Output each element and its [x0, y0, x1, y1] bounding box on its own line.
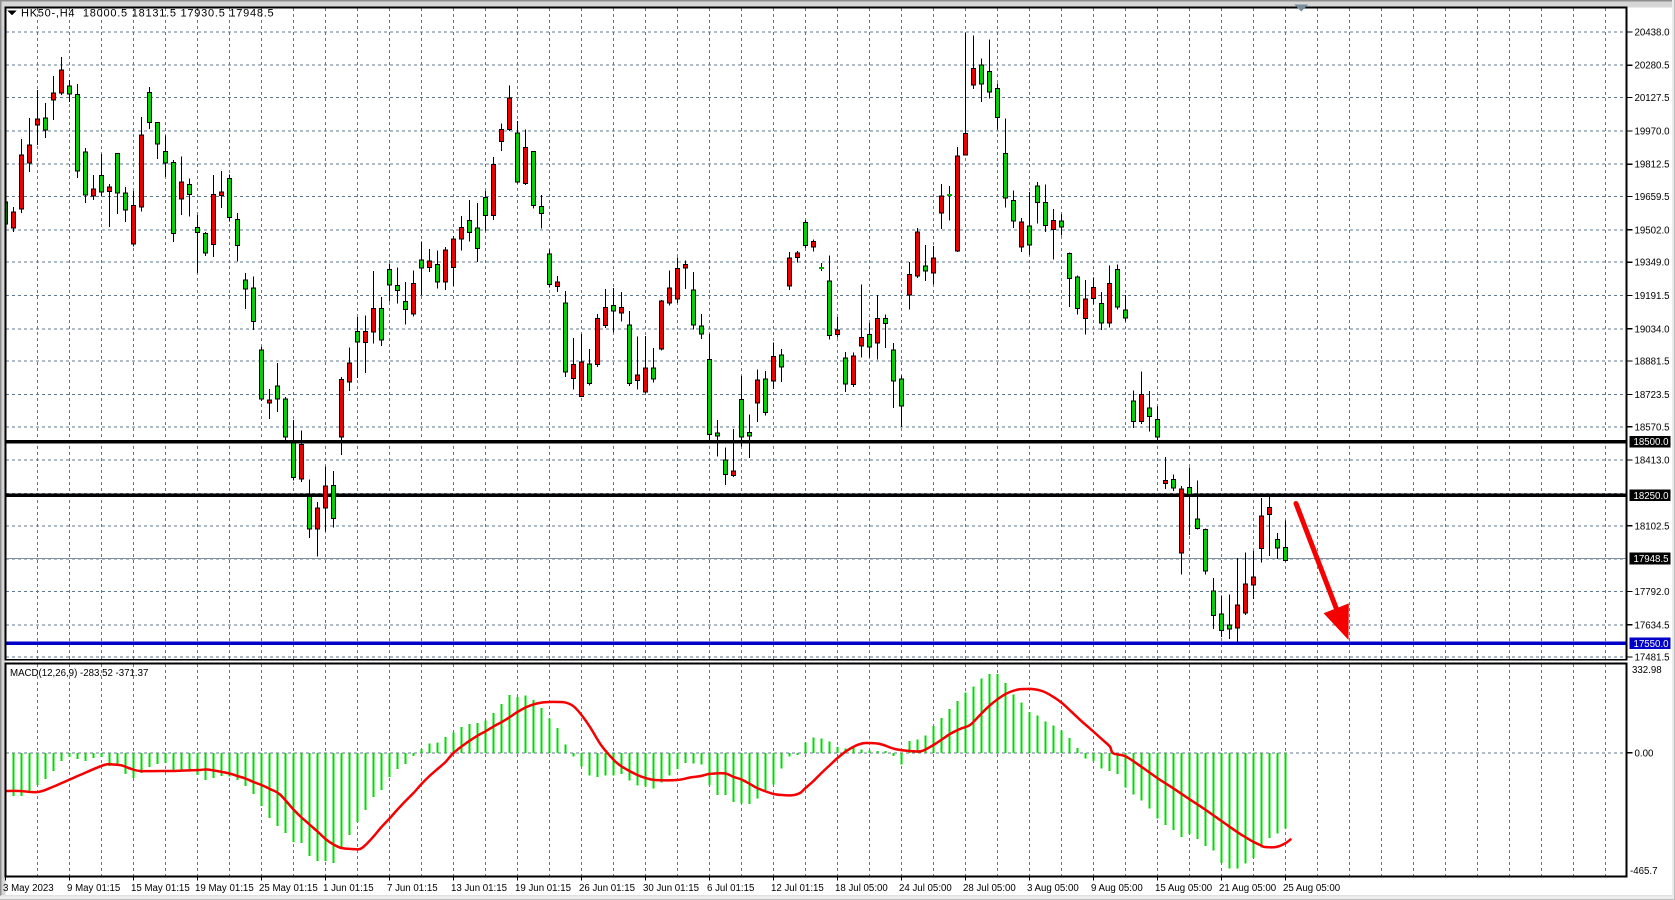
svg-text:20438.0: 20438.0 [1635, 27, 1671, 38]
svg-text:18102.5: 18102.5 [1635, 521, 1670, 532]
svg-text:21 Aug 05:00: 21 Aug 05:00 [1219, 883, 1277, 894]
svg-text:18250.0: 18250.0 [1634, 491, 1670, 502]
svg-text:19659.5: 19659.5 [1635, 192, 1670, 203]
svg-text:19812.5: 19812.5 [1635, 160, 1670, 171]
svg-text:12 Jul 01:15: 12 Jul 01:15 [771, 883, 824, 894]
svg-text:3 May 2023: 3 May 2023 [3, 883, 54, 894]
svg-text:18500.0: 18500.0 [1634, 437, 1670, 448]
svg-text:30 Jun 01:15: 30 Jun 01:15 [643, 883, 699, 894]
svg-text:0.00: 0.00 [1635, 748, 1654, 759]
svg-text:19502.0: 19502.0 [1635, 225, 1671, 236]
svg-text:19034.0: 19034.0 [1635, 324, 1671, 335]
svg-text:332.98: 332.98 [1632, 665, 1662, 676]
svg-text:15 May 01:15: 15 May 01:15 [131, 883, 190, 894]
svg-text:19970.0: 19970.0 [1635, 126, 1671, 137]
svg-text:18570.5: 18570.5 [1635, 422, 1670, 433]
svg-text:HK50-,H4 18000.5 18131.5 1793: HK50-,H4 18000.5 18131.5 17930.5 17948.5 [21, 8, 274, 20]
svg-text:24 Jul 05:00: 24 Jul 05:00 [899, 883, 952, 894]
svg-text:19349.0: 19349.0 [1635, 258, 1671, 269]
svg-text:17792.0: 17792.0 [1635, 587, 1671, 598]
svg-text:28 Jul 05:00: 28 Jul 05:00 [963, 883, 1016, 894]
svg-text:7 Jun 01:15: 7 Jun 01:15 [387, 883, 438, 894]
svg-text:20280.5: 20280.5 [1635, 61, 1670, 72]
svg-text:MACD(12,26,9) -283.52 -371.37: MACD(12,26,9) -283.52 -371.37 [10, 668, 148, 679]
svg-text:18723.5: 18723.5 [1635, 390, 1670, 401]
svg-text:25 May 01:15: 25 May 01:15 [259, 883, 318, 894]
svg-text:19 Jun 01:15: 19 Jun 01:15 [515, 883, 571, 894]
svg-text:9 Aug 05:00: 9 Aug 05:00 [1091, 883, 1143, 894]
svg-text:-465.7: -465.7 [1630, 866, 1657, 877]
svg-text:18 Jul 05:00: 18 Jul 05:00 [835, 883, 888, 894]
svg-text:19 May 01:15: 19 May 01:15 [195, 883, 254, 894]
svg-text:18413.0: 18413.0 [1635, 456, 1671, 467]
svg-text:1 Jun 01:15: 1 Jun 01:15 [323, 883, 374, 894]
svg-text:18881.5: 18881.5 [1635, 357, 1670, 368]
svg-text:20127.5: 20127.5 [1635, 93, 1670, 104]
svg-text:17634.5: 17634.5 [1635, 620, 1670, 631]
svg-text:9 May 01:15: 9 May 01:15 [67, 883, 120, 894]
svg-text:15 Aug 05:00: 15 Aug 05:00 [1155, 883, 1213, 894]
svg-text:13 Jun 01:15: 13 Jun 01:15 [451, 883, 507, 894]
svg-text:17948.5: 17948.5 [1634, 554, 1669, 565]
svg-text:19191.5: 19191.5 [1635, 291, 1670, 302]
svg-text:17481.5: 17481.5 [1635, 653, 1670, 664]
svg-text:6 Jul 01:15: 6 Jul 01:15 [707, 883, 754, 894]
svg-text:3 Aug 05:00: 3 Aug 05:00 [1027, 883, 1079, 894]
svg-text:26 Jun 01:15: 26 Jun 01:15 [579, 883, 635, 894]
svg-text:25 Aug 05:00: 25 Aug 05:00 [1283, 883, 1341, 894]
svg-text:17550.0: 17550.0 [1634, 639, 1670, 650]
